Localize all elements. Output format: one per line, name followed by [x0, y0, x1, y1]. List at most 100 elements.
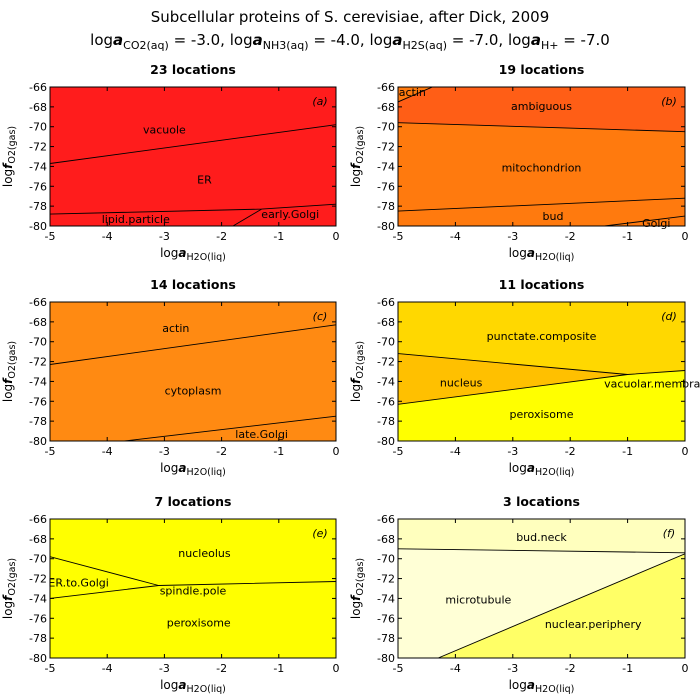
field-boundary — [398, 548, 685, 554]
x-tick-label: -4 — [450, 445, 461, 458]
x-tick-label: -3 — [507, 662, 518, 675]
field-boundary — [50, 556, 159, 586]
y-tick-label: -74 — [377, 160, 395, 173]
panel-title: 7 locations — [155, 494, 232, 509]
panel-title: 3 locations — [503, 494, 580, 509]
y-tick-label: -66 — [29, 513, 47, 526]
x-tick-label: -2 — [565, 662, 576, 675]
y-tick-label: -70 — [29, 336, 47, 349]
region-label-nucleus: nucleus — [440, 376, 483, 389]
y-tick-label: -80 — [29, 652, 47, 665]
subtitle-activity: a — [531, 31, 541, 49]
y-axis-label: logfO2(gas) — [349, 558, 366, 619]
y-tick-label: -66 — [377, 296, 395, 309]
y-tick-label: -66 — [377, 513, 395, 526]
x-tick-label: 0 — [333, 662, 340, 675]
panels: vacuole ER lipid.particle early.Golgi 23 loc… — [1, 62, 700, 695]
y-axis-label: logfO2(gas) — [349, 341, 366, 402]
x-tick-label: -2 — [216, 445, 227, 458]
y-tick-label: -78 — [377, 200, 395, 213]
field-boundary — [124, 415, 336, 441]
y-tick-label: -72 — [377, 141, 395, 154]
subtitle-species: H+ — [541, 39, 559, 52]
panel-title: 11 locations — [499, 277, 585, 292]
y-tick-label: -66 — [29, 296, 47, 309]
panel-title: 14 locations — [150, 277, 236, 292]
x-tick-label: -5 — [45, 230, 56, 243]
x-tick-label: -3 — [159, 230, 170, 243]
subtitle-log: log — [230, 31, 253, 49]
x-tick-label: -1 — [622, 230, 633, 243]
panel-6: bud.neck microtubule nuclear.periphery 3 lo… — [349, 494, 689, 695]
region-bud-neck — [398, 519, 685, 554]
plot-frame — [49, 301, 337, 442]
y-tick-label: -70 — [29, 553, 47, 566]
x-tick-label: -1 — [622, 445, 633, 458]
x-tick-label: -3 — [507, 230, 518, 243]
y-tick-label: -74 — [29, 592, 47, 605]
panel-tag: (b) — [661, 95, 677, 108]
x-tick-label: 0 — [682, 445, 689, 458]
x-tick-label: -2 — [565, 445, 576, 458]
y-tick-label: -70 — [29, 121, 47, 134]
panel-4: punctate.composite nucleus vacuolar.membra… — [349, 277, 700, 478]
region-label-punctate-composite: punctate.composite — [487, 330, 597, 343]
x-tick-label: -4 — [102, 662, 113, 675]
region-label-ambiguous: ambiguous — [511, 100, 572, 113]
region-label-early-golgi: early.Golgi — [261, 208, 319, 221]
x-tick-label: -2 — [216, 662, 227, 675]
y-tick-label: -78 — [29, 415, 47, 428]
panel-1: vacuole ER lipid.particle early.Golgi 23 loc… — [1, 62, 340, 263]
field-boundary — [398, 87, 433, 103]
y-tick-label: -78 — [29, 200, 47, 213]
y-tick-label: -74 — [29, 375, 47, 388]
subtitle-value: = -7.0 — [558, 31, 609, 49]
subtitle-log: log — [369, 31, 392, 49]
x-axis-label: logaH2O(liq) — [160, 461, 226, 478]
x-tick-label: -3 — [159, 445, 170, 458]
y-tick-label: -72 — [29, 356, 47, 369]
panel-tag: (a) — [312, 95, 327, 108]
field-boundary — [604, 215, 685, 226]
field-boundary — [50, 324, 336, 365]
y-tick-label: -80 — [377, 652, 395, 665]
region-label-peroxisome: peroxisome — [167, 616, 231, 629]
subtitle-activity: a — [253, 31, 263, 49]
x-tick-label: 0 — [333, 230, 340, 243]
regions — [50, 302, 336, 441]
x-tick-label: -5 — [393, 230, 404, 243]
y-tick-label: -80 — [377, 220, 395, 233]
y-tick-label: -68 — [377, 533, 395, 546]
field-boundary — [232, 208, 262, 226]
plot-frame — [397, 86, 686, 227]
y-tick-label: -78 — [377, 415, 395, 428]
y-tick-label: -72 — [29, 573, 47, 586]
y-tick-label: -72 — [377, 573, 395, 586]
field-boundary — [50, 124, 336, 164]
x-axis-label: logaH2O(liq) — [160, 678, 226, 695]
y-tick-label: -78 — [29, 632, 47, 645]
y-axis-label: logfO2(gas) — [1, 558, 18, 619]
y-axis-label: logfO2(gas) — [1, 126, 18, 187]
subtitle-activity: a — [392, 31, 402, 49]
panel-tag: (c) — [313, 310, 328, 323]
plot-frame — [397, 518, 686, 659]
y-tick-label: -76 — [29, 395, 47, 408]
x-tick-label: -5 — [393, 662, 404, 675]
field-boundary — [50, 581, 336, 599]
subtitle-log: log — [508, 31, 531, 49]
subtitle-species: NH3(aq) — [263, 39, 309, 52]
field-boundary — [438, 553, 685, 658]
x-tick-label: -3 — [507, 445, 518, 458]
y-tick-label: -72 — [377, 356, 395, 369]
y-tick-label: -74 — [29, 160, 47, 173]
regions — [398, 519, 685, 658]
region-label-bud: bud — [543, 210, 564, 223]
x-tick-label: -2 — [216, 230, 227, 243]
region-label-late-golgi: late.Golgi — [235, 428, 288, 441]
plot-frame — [49, 518, 337, 659]
regions — [50, 87, 336, 226]
panel-5: nucleolus ER.to.Golgi spindle.pole peroxiso… — [1, 494, 340, 695]
x-tick-label: -1 — [273, 230, 284, 243]
